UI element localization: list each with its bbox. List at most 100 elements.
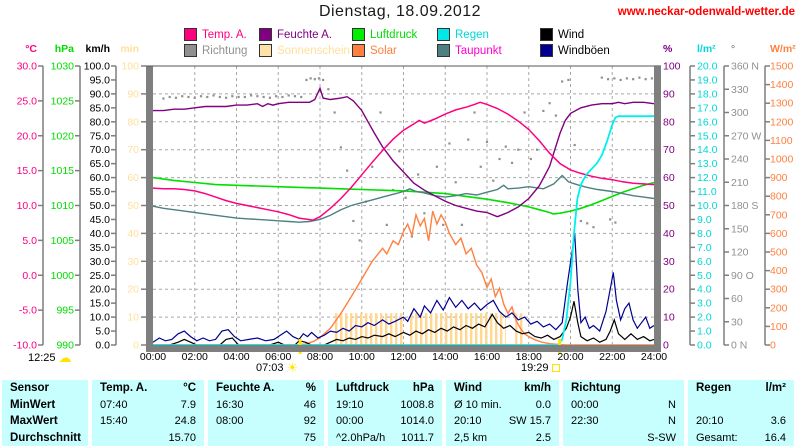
x-axis-label: 08:00 — [307, 351, 333, 363]
col-unit: °C — [183, 382, 196, 395]
direction-dot — [313, 78, 316, 81]
direction-dot — [256, 95, 259, 98]
direction-dot — [275, 95, 278, 98]
table-cell: 00:00 — [336, 415, 364, 428]
axis-tick-label: 995 — [56, 305, 74, 317]
direction-dot — [300, 95, 303, 99]
table-col-richtung: Richtung 00:00 N 22:30 N S-SW — [563, 380, 684, 446]
direction-dot — [548, 102, 551, 105]
axis-tick-label: 0 — [770, 340, 776, 352]
axis-tick-label: 90 O — [731, 270, 754, 282]
axis-tick-label: 400 — [770, 265, 788, 277]
table-cell: MinWert — [10, 398, 56, 411]
table-cell: 1008.8 — [400, 398, 434, 411]
axis-tick-label: 80 — [663, 116, 675, 128]
x-axis-label: 20:00 — [557, 351, 583, 363]
weather-chart: 30.025.020.015.010.05.00.0-5.0-10.0°C103… — [13, 43, 796, 363]
axis-tick-label: 1015 — [51, 165, 75, 177]
legend-item-luftdruck: Luftdruck — [352, 28, 417, 41]
col-title: Luftdruck — [336, 382, 390, 395]
legend-swatch-taupunkt — [437, 44, 450, 57]
legend-swatch-temp — [184, 28, 197, 41]
website-link[interactable]: www.neckar-odenwald-wetter.de — [617, 6, 795, 18]
axis-tick-label: 30 — [731, 316, 743, 328]
direction-dot — [567, 78, 570, 82]
sunset-time: 19:29 — [521, 362, 549, 374]
direction-dot — [398, 150, 401, 153]
table-cell: ^2.0hPa/h — [336, 431, 386, 444]
axis-tick-label: 55.0 — [90, 186, 111, 198]
direction-dot — [322, 78, 325, 82]
x-axis-label: 14:00 — [432, 351, 458, 363]
direction-dot — [498, 157, 501, 161]
axis-tick-label: 10 — [127, 312, 139, 324]
direction-dot — [435, 165, 438, 168]
direction-dot — [423, 212, 426, 215]
axis-tick-label: 65.0 — [90, 158, 111, 170]
table-cell: 92 — [303, 415, 316, 428]
table-cell: 16:30 — [216, 398, 244, 411]
axis-tick-label: 6.0 — [697, 256, 712, 268]
sunrise-time: 07:03 — [256, 362, 284, 374]
axis-tick-label: 800 — [770, 191, 788, 203]
legend-swatch-solar — [352, 44, 365, 57]
axis-tick-label: 50.0 — [90, 200, 111, 212]
axis-tick-label: 1400 — [770, 79, 794, 91]
table-cell: 00:00 — [571, 398, 599, 411]
table-col-temp: Temp. A. °C 07:40 7.9 15:40 24.8 15.70 — [92, 380, 204, 446]
axis-tick-label: 150 — [731, 223, 749, 235]
legend-label: Taupunkt — [455, 44, 502, 57]
direction-dot — [224, 96, 228, 99]
axis-tick-label: 8.0 — [697, 228, 712, 240]
table-cell: 15.70 — [168, 431, 196, 444]
direction-dot — [293, 95, 297, 98]
axis-tick-label: 60.0 — [90, 172, 111, 184]
direction-dot — [327, 88, 330, 91]
direction-dot — [460, 223, 464, 226]
axis-tick-label: 95.0 — [90, 74, 111, 86]
table-cell: 7.9 — [180, 398, 196, 411]
axis-tick-label: 1000 — [770, 154, 794, 166]
direction-dot — [346, 169, 349, 172]
legend-swatch-sonnenschein — [259, 44, 272, 57]
legend-label: Luftdruck — [370, 28, 418, 41]
table-cell: 07:40 — [100, 398, 128, 411]
axis-tick-label: 240 — [731, 154, 749, 166]
axis-unit-label: W/m² — [770, 43, 796, 55]
direction-dot — [442, 223, 445, 226]
direction-dot — [523, 111, 526, 114]
table-cell: 0.0 — [535, 398, 551, 411]
col-title: Feuchte A. — [216, 382, 275, 395]
legend-label: Regen — [455, 28, 489, 41]
series-temp — [152, 101, 655, 221]
sunset-square-icon — [551, 364, 560, 372]
axis-tick-label: 10.0 — [17, 200, 38, 212]
direction-dot — [333, 111, 336, 114]
axis-tick-label: 10.0 — [90, 312, 111, 324]
direction-dot — [561, 80, 564, 83]
axis-tick-label: 20.0 — [90, 284, 111, 296]
direction-dot — [162, 97, 165, 100]
table-cell: Durchschnitt — [10, 431, 81, 444]
legend-swatch-windboeen — [540, 44, 553, 57]
axis-tick-label: 25.0 — [90, 270, 111, 282]
direction-dot — [218, 95, 221, 99]
axis-tick-label: 50 — [663, 200, 675, 212]
sunshine-bars — [515, 313, 525, 345]
axis-tick-label: 16.0 — [697, 116, 718, 128]
legend-item-feuchte: Feuchte A. — [259, 28, 332, 41]
axis-unit-label: km/h — [85, 43, 110, 55]
legend-label: Richtung — [202, 44, 248, 57]
axis-tick-label: 60 — [731, 293, 743, 305]
axis-tick-label: 270 W — [731, 130, 761, 142]
legend-item-solar: Solar — [352, 44, 397, 57]
axis-tick-label: 300 — [770, 284, 788, 296]
axis-tick-label: 360 N — [731, 61, 759, 73]
axis-tick-label: 180 S — [731, 200, 758, 212]
legend-label: Solar — [370, 44, 397, 57]
series-feuchte — [153, 86, 655, 218]
direction-dot — [404, 196, 407, 199]
series-taupunkt — [152, 174, 655, 223]
legend-label: Windböen — [558, 44, 610, 57]
axis-tick-label: 0.0 — [22, 270, 37, 282]
